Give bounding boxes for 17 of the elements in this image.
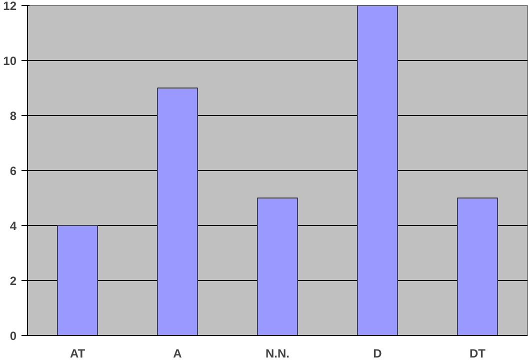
bar <box>457 198 498 336</box>
y-tick-label: 10 <box>3 54 17 68</box>
x-tick-label: A <box>173 346 182 360</box>
x-tick-label: D <box>373 346 382 360</box>
x-tick-label: AT <box>70 346 86 360</box>
y-tick-label: 6 <box>10 164 17 178</box>
y-tick-label: 2 <box>10 274 17 288</box>
y-tick-label: 8 <box>10 109 17 123</box>
y-tick-label: 4 <box>10 219 17 233</box>
y-tick-label: 12 <box>3 0 17 13</box>
x-tick-label: N.N. <box>266 346 290 360</box>
bar <box>357 6 398 336</box>
bar <box>257 198 298 336</box>
x-tick-label: DT <box>470 346 486 360</box>
y-tick-label: 0 <box>10 329 17 343</box>
bar <box>157 88 198 336</box>
bar <box>57 225 98 336</box>
